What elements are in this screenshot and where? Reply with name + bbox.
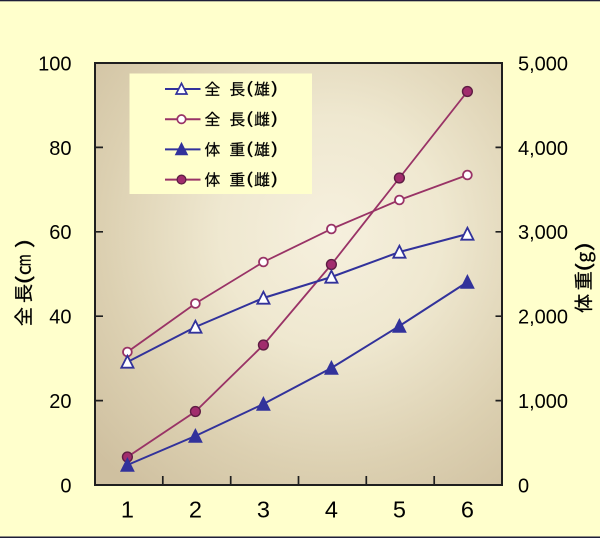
svg-text:5: 5 [393, 497, 406, 523]
svg-text:0: 0 [60, 475, 71, 497]
svg-text:80: 80 [49, 138, 71, 160]
svg-text:5,000: 5,000 [518, 53, 568, 75]
svg-text:2: 2 [189, 497, 202, 523]
svg-text:1,000: 1,000 [518, 391, 568, 413]
svg-text:6: 6 [461, 497, 474, 523]
svg-text:1: 1 [121, 497, 134, 523]
svg-text:4,000: 4,000 [518, 138, 568, 160]
svg-text:2,000: 2,000 [518, 307, 568, 329]
svg-text:0: 0 [518, 475, 529, 497]
svg-text:20: 20 [49, 391, 71, 413]
svg-text:3,000: 3,000 [518, 222, 568, 244]
svg-text:4: 4 [325, 497, 338, 523]
svg-text:40: 40 [49, 307, 71, 329]
svg-text:100: 100 [38, 53, 71, 75]
svg-text:60: 60 [49, 222, 71, 244]
svg-text:3: 3 [257, 497, 270, 523]
